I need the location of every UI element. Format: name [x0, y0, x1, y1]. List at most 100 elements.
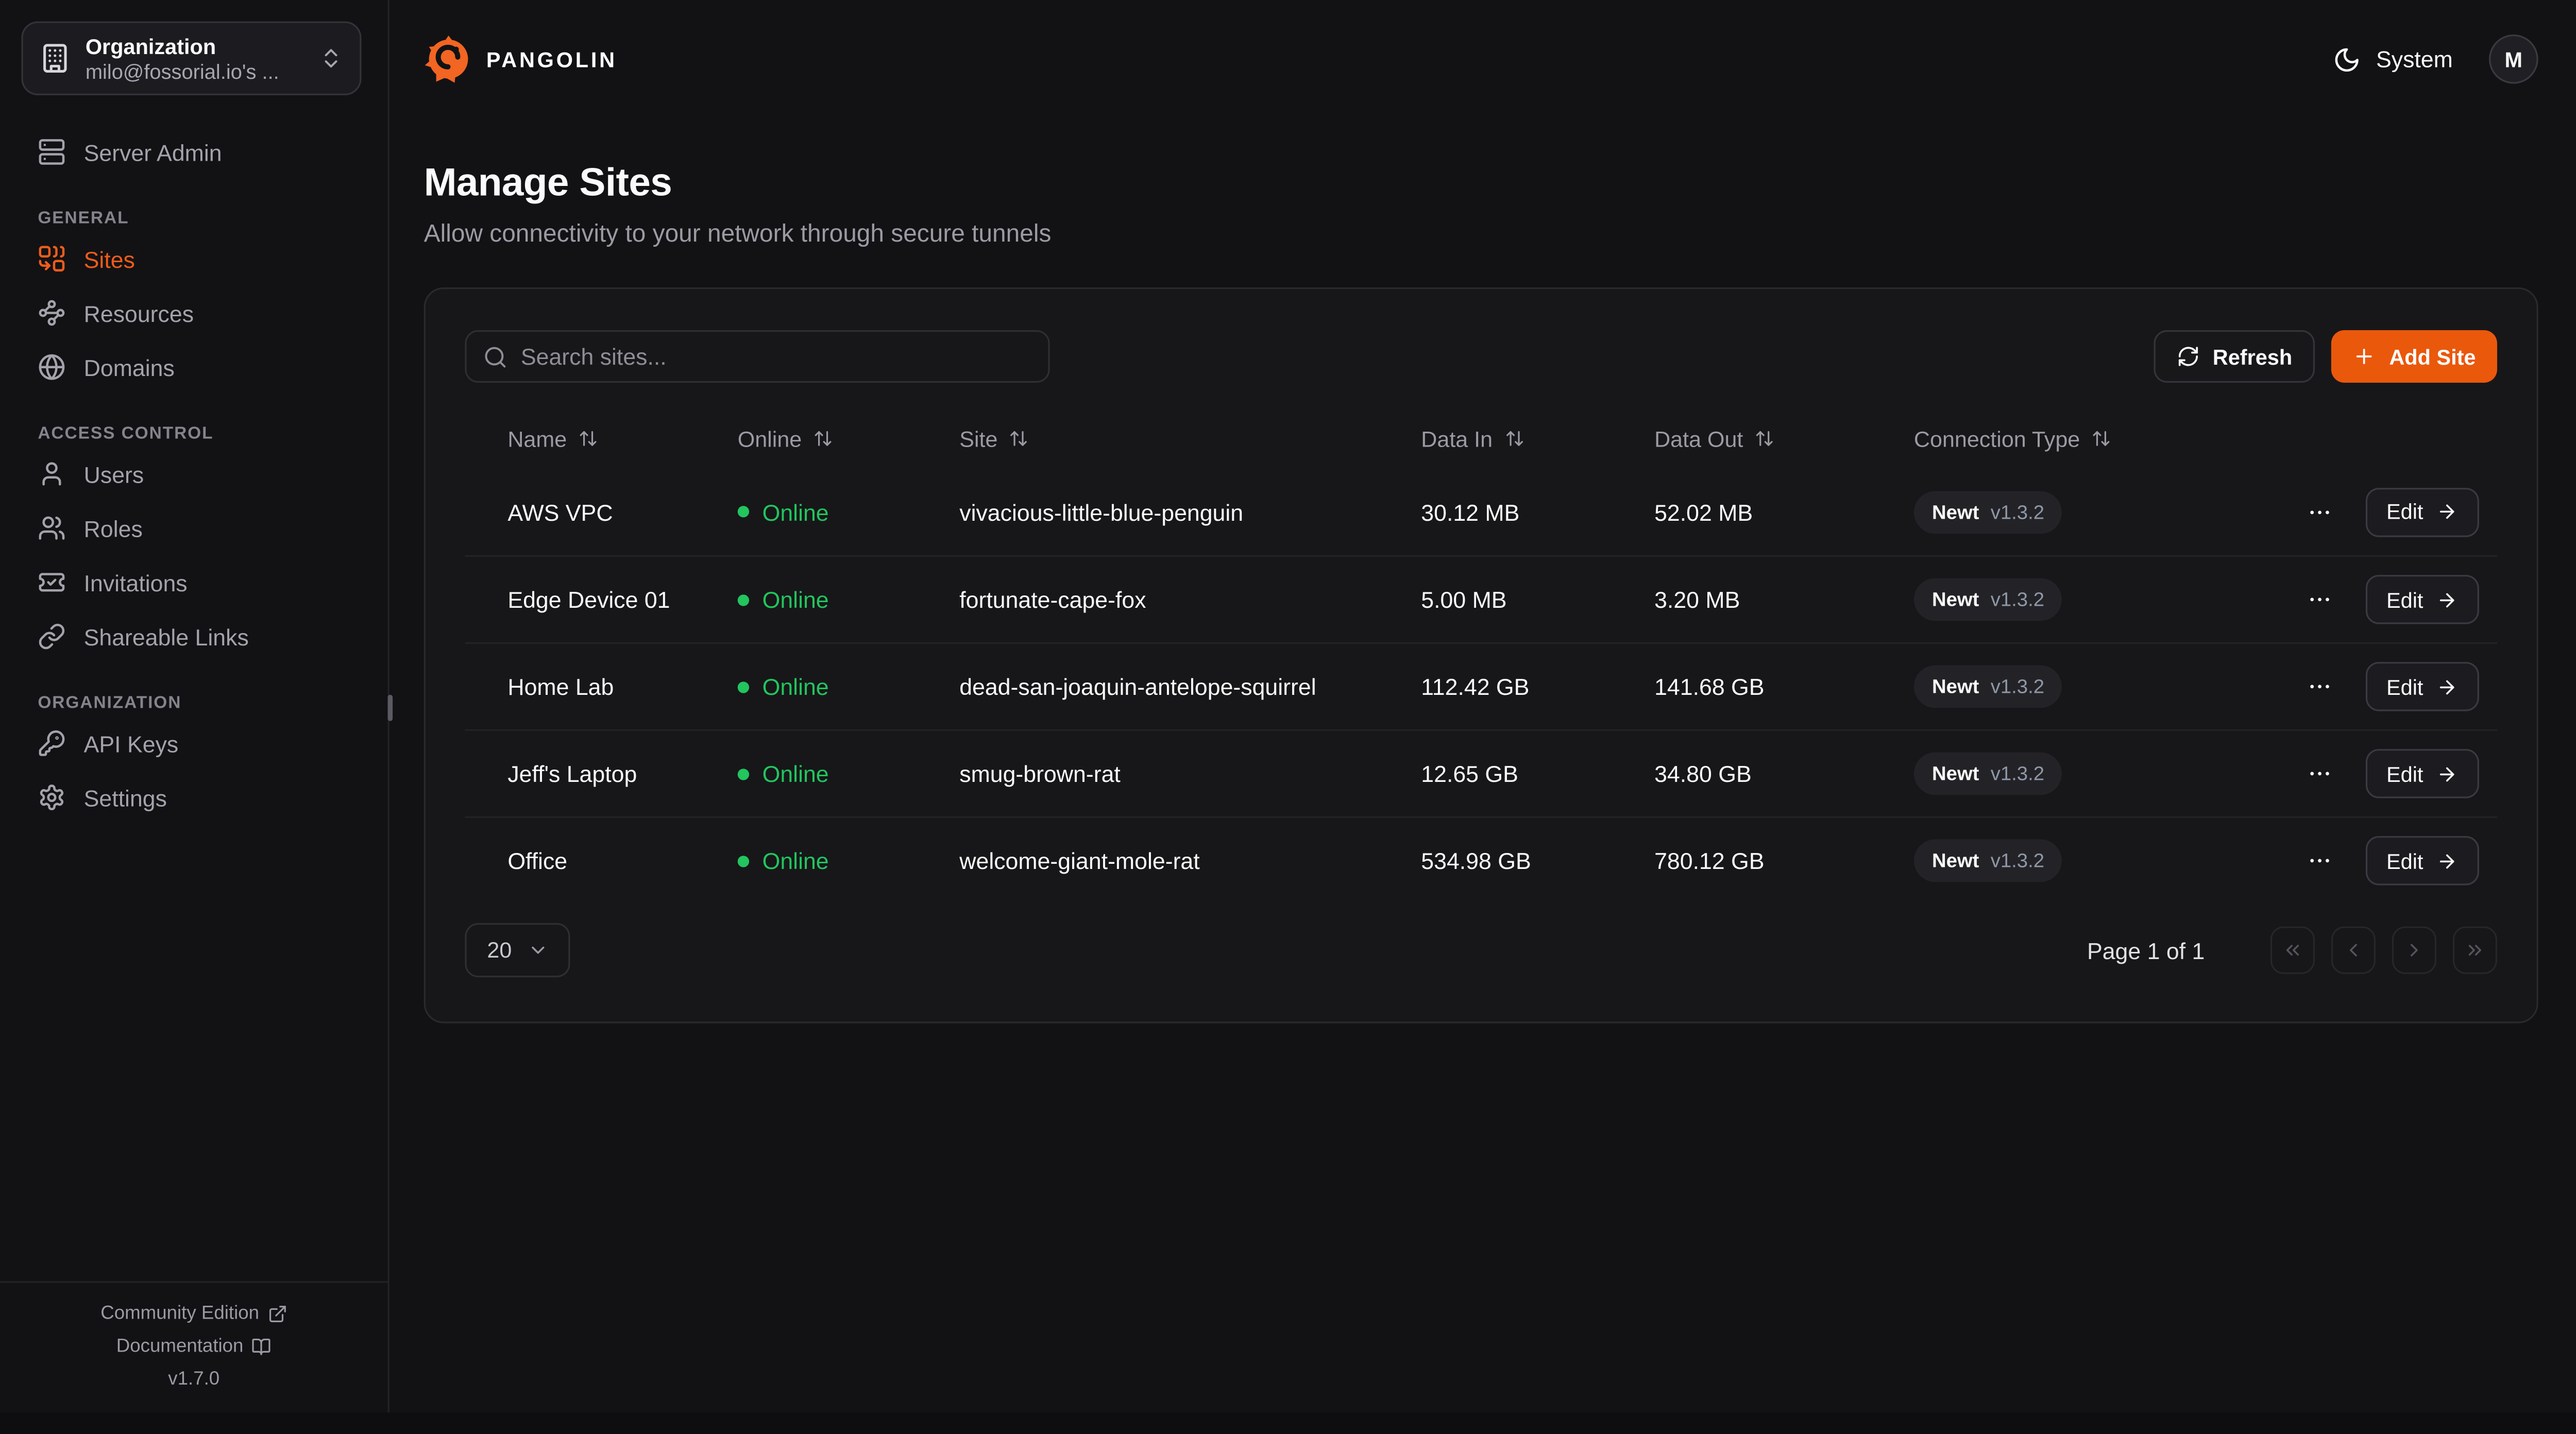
- table-row: Edge Device 01 Online fortunate-cape-fox…: [465, 555, 2497, 642]
- cell-status: Online: [737, 847, 959, 874]
- sort-icon: [1009, 429, 1029, 448]
- cell-name: Edge Device 01: [507, 586, 670, 613]
- sidebar-item-invitations[interactable]: Invitations: [20, 555, 368, 609]
- cell-data-out: 780.12 GB: [1654, 847, 1765, 874]
- cell-actions: Edit: [2294, 749, 2497, 798]
- link-icon: [38, 623, 65, 651]
- column-label: Site: [959, 426, 998, 451]
- online-dot-icon: [737, 855, 750, 867]
- book-open-icon: [251, 1337, 271, 1357]
- pagination-next-button[interactable]: [2392, 926, 2436, 974]
- sidebar-item-shareable-links[interactable]: Shareable Links: [20, 609, 368, 663]
- ellipsis-icon: [2306, 586, 2332, 612]
- org-selector-texts: Organization milo@fossorial.io's ...: [86, 32, 304, 84]
- search-icon: [483, 344, 508, 369]
- sidebar-item-settings[interactable]: Settings: [20, 771, 368, 825]
- pangolin-logo[interactable]: PANGOLIN: [424, 35, 617, 84]
- search-input[interactable]: [520, 343, 1032, 370]
- edit-button[interactable]: Edit: [2365, 749, 2479, 798]
- sidebar-item-server-admin[interactable]: Server Admin: [20, 125, 368, 179]
- sort-icon: [814, 429, 833, 448]
- connection-version: v1.3.2: [1990, 675, 2045, 698]
- sidebar-item-roles[interactable]: Roles: [20, 501, 368, 555]
- app-version: v1.7.0: [168, 1370, 220, 1390]
- sidebar: Organization milo@fossorial.io's ... Ser…: [0, 0, 393, 1413]
- column-header-name[interactable]: Name: [507, 426, 737, 451]
- org-selector-label: Organization: [85, 33, 216, 59]
- org-selector[interactable]: Organization milo@fossorial.io's ...: [21, 21, 362, 95]
- page-size-select[interactable]: 20: [465, 923, 570, 978]
- column-header-connection-type[interactable]: Connection Type: [1914, 426, 2294, 451]
- edit-button[interactable]: Edit: [2365, 662, 2479, 711]
- refresh-label: Refresh: [2212, 344, 2293, 369]
- edit-button[interactable]: Edit: [2365, 575, 2479, 624]
- add-site-button[interactable]: Add Site: [2331, 330, 2497, 383]
- cell-data-out: 3.20 MB: [1654, 586, 1740, 613]
- pagination-first-button[interactable]: [2270, 926, 2315, 974]
- theme-toggle[interactable]: System: [2333, 45, 2453, 73]
- section-header-organization: ORGANIZATION: [38, 693, 182, 713]
- sidebar-item-api-keys[interactable]: API Keys: [20, 716, 368, 770]
- ellipsis-icon: [2306, 847, 2332, 874]
- column-header-data-out[interactable]: Data Out: [1654, 426, 1914, 451]
- cell-connection-type: Newt v1.3.2: [1913, 839, 2294, 882]
- edit-button[interactable]: Edit: [2365, 836, 2479, 885]
- row-menu-button[interactable]: [2306, 673, 2332, 699]
- pagination-prev-button[interactable]: [2331, 926, 2376, 974]
- arrow-right-icon: [2436, 676, 2458, 697]
- row-menu-button[interactable]: [2306, 586, 2332, 612]
- sidebar-item-sites[interactable]: Sites: [20, 232, 368, 286]
- row-menu-button[interactable]: [2306, 499, 2332, 525]
- online-dot-icon: [737, 767, 750, 780]
- sort-icon: [2092, 429, 2111, 448]
- table-header: Name Online Site Data In: [465, 409, 2497, 468]
- connection-badge: Newt v1.3.2: [1913, 839, 2063, 882]
- cell-site: welcome-giant-mole-rat: [959, 847, 1200, 874]
- user-icon: [38, 460, 65, 488]
- cell-data-in: 112.42 GB: [1421, 673, 1530, 700]
- column-header-site[interactable]: Site: [959, 426, 1421, 451]
- refresh-button[interactable]: Refresh: [2153, 330, 2315, 383]
- edit-label: Edit: [2386, 848, 2424, 873]
- arrow-right-icon: [2436, 850, 2458, 871]
- plus-icon: [2353, 345, 2376, 368]
- avatar[interactable]: M: [2488, 34, 2538, 84]
- sidebar-item-label: Invitations: [83, 569, 188, 595]
- sidebar-item-users[interactable]: Users: [20, 447, 368, 501]
- connection-version: v1.3.2: [1990, 500, 2045, 523]
- connection-client: Newt: [1932, 762, 1979, 786]
- community-edition-link[interactable]: Community Edition: [100, 1304, 287, 1324]
- column-header-online[interactable]: Online: [738, 426, 959, 451]
- row-menu-button[interactable]: [2306, 760, 2332, 787]
- sidebar-item-label: Roles: [83, 515, 143, 541]
- cell-connection-type: Newt v1.3.2: [1913, 665, 2294, 708]
- sidebar-item-domains[interactable]: Domains: [20, 340, 368, 394]
- edit-button[interactable]: Edit: [2365, 487, 2479, 537]
- column-header-data-in[interactable]: Data In: [1421, 426, 1654, 451]
- sidebar-item-resources[interactable]: Resources: [20, 286, 368, 340]
- cell-name: Office: [507, 847, 568, 874]
- column-label: Data Out: [1654, 426, 1743, 451]
- brand-name: PANGOLIN: [486, 46, 617, 72]
- online-dot-icon: [737, 593, 750, 606]
- column-label: Online: [737, 426, 802, 451]
- page-info: Page 1 of 1: [2087, 937, 2205, 964]
- connection-client: Newt: [1932, 849, 1979, 873]
- pagination-last-button[interactable]: [2452, 926, 2497, 974]
- cell-status: Online: [737, 673, 959, 699]
- sidebar-scrollbar-thumb[interactable]: [387, 694, 393, 721]
- sidebar-item-label: Resources: [83, 299, 194, 326]
- sidebar-item-label: Domains: [83, 354, 175, 381]
- cell-site: vivacious-little-blue-penguin: [959, 498, 1244, 525]
- section-header-access-control: ACCESS CONTROL: [38, 423, 214, 443]
- documentation-link[interactable]: Documentation: [116, 1337, 272, 1357]
- cell-actions: Edit: [2294, 487, 2497, 537]
- status-label: Online: [762, 847, 829, 874]
- row-menu-button[interactable]: [2306, 847, 2332, 874]
- ellipsis-icon: [2306, 760, 2332, 787]
- cell-status: Online: [737, 586, 959, 612]
- sidebar-nav: Server Admin GENERAL Sites Resources Dom…: [0, 116, 388, 832]
- connection-version: v1.3.2: [1990, 849, 2045, 873]
- connection-version: v1.3.2: [1990, 588, 2045, 611]
